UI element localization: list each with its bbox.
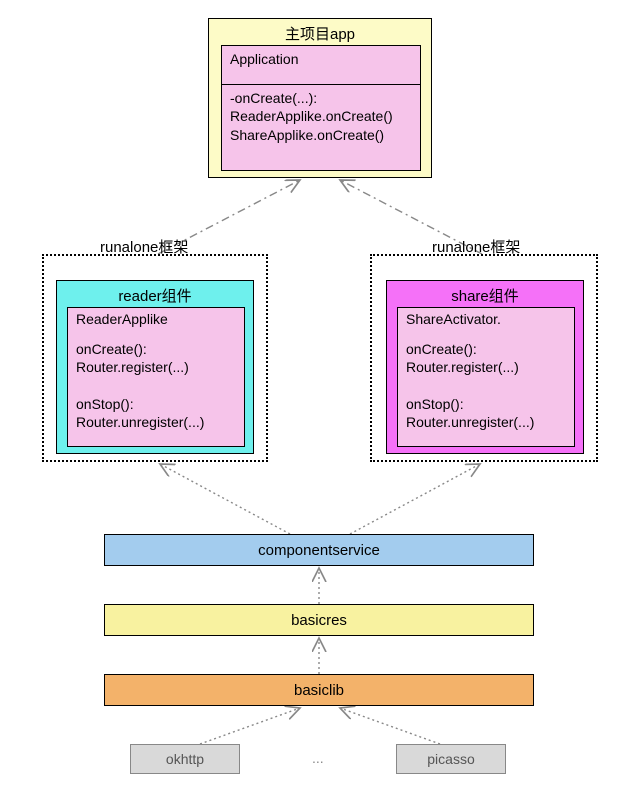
share-l3: onStop(): [406,396,464,412]
share-title: share组件 [387,281,583,308]
runalone-left-label: runalone框架 [100,236,188,257]
runalone-right-label: runalone框架 [432,236,520,257]
app-package: 主项目app Application -onCreate(...): Reade… [208,18,432,178]
basicres-label: basicres [291,612,347,629]
share-class: ShareActivator. onCreate(): Router.regis… [397,307,575,447]
application-class: Application -onCreate(...): ReaderApplik… [221,45,421,171]
share-body: onCreate(): Router.register(...) onStop(… [398,332,574,435]
okhttp-label: okhttp [166,751,204,767]
app-body-l2: ReaderApplike.onCreate() [230,108,393,124]
reader-class-name: ReaderApplike [68,308,244,332]
ellipsis: ... [312,750,324,766]
reader-component: reader组件 ReaderApplike onCreate(): Route… [56,280,254,454]
picasso-box: picasso [396,744,506,774]
basiclib-label: basiclib [294,682,344,699]
reader-body: onCreate(): Router.register(...) onStop(… [68,332,244,435]
reader-l3: onStop(): [76,396,134,412]
app-title: 主项目app [209,19,431,46]
basiclib-bar: basiclib [104,674,534,706]
reader-class: ReaderApplike onCreate(): Router.registe… [67,307,245,447]
componentservice-label: componentservice [258,542,380,559]
picasso-label: picasso [427,751,474,767]
reader-title: reader组件 [57,281,253,308]
app-body-l3: ShareApplike.onCreate() [230,127,384,143]
app-body-l1: -onCreate(...): [230,90,317,106]
application-body: -onCreate(...): ReaderApplike.onCreate()… [222,85,420,148]
reader-l4: Router.unregister(...) [76,414,204,430]
share-component: share组件 ShareActivator. onCreate(): Rout… [386,280,584,454]
share-l1: onCreate(): [406,341,477,357]
share-l2: Router.register(...) [406,359,519,375]
reader-l2: Router.register(...) [76,359,189,375]
share-class-name: ShareActivator. [398,308,574,332]
basicres-bar: basicres [104,604,534,636]
okhttp-box: okhttp [130,744,240,774]
reader-l1: onCreate(): [76,341,147,357]
application-class-name: Application [222,46,420,85]
componentservice-bar: componentservice [104,534,534,566]
share-l4: Router.unregister(...) [406,414,534,430]
